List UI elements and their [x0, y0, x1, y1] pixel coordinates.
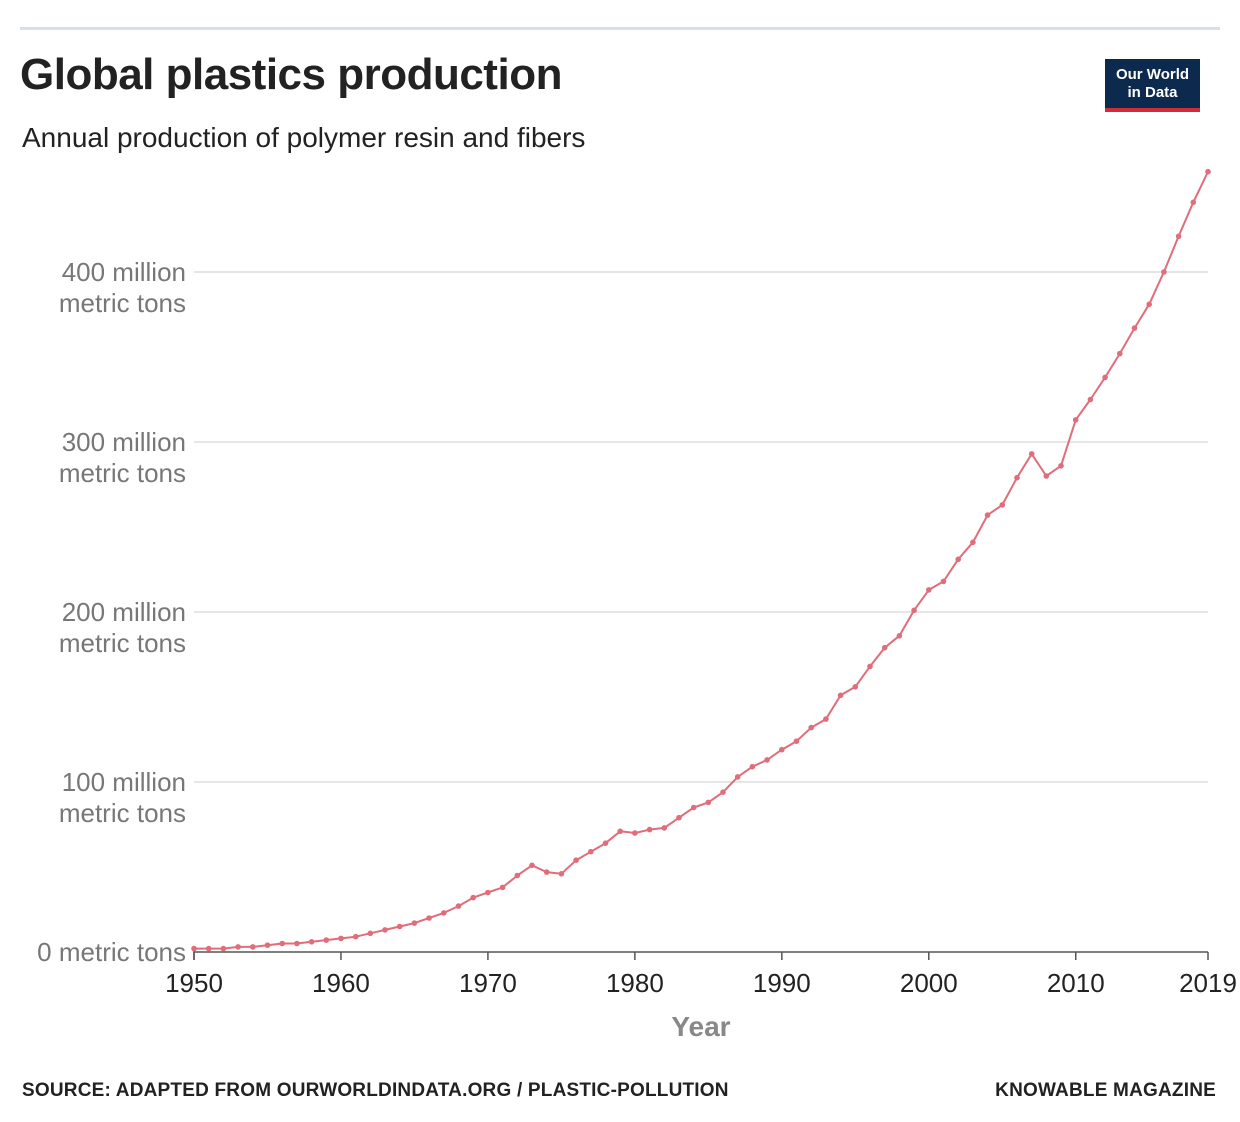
data-point: [676, 814, 682, 821]
data-point: [1058, 463, 1064, 469]
data-point: [646, 826, 653, 833]
x-tick-label: 1990: [753, 968, 811, 998]
x-axis-title: Year: [671, 1011, 730, 1042]
data-point: [1087, 396, 1094, 403]
data-point: [1028, 451, 1035, 457]
data-point: [499, 884, 506, 891]
data-point: [823, 716, 829, 722]
x-tick-label: 1970: [459, 968, 517, 998]
data-point: [1102, 374, 1108, 381]
logo-line-2: in Data: [1127, 84, 1178, 101]
data-point: [529, 862, 535, 869]
data-point: [837, 692, 844, 699]
data-point: [588, 848, 594, 855]
publisher-credit: KNOWABLE MAGAZINE: [995, 1080, 1216, 1101]
logo-accent-bar: [1105, 108, 1200, 112]
data-point: [867, 663, 873, 670]
data-point: [485, 889, 491, 896]
data-point: [632, 830, 638, 836]
data-point: [705, 799, 712, 806]
x-tick-label: 1980: [606, 968, 664, 998]
data-point: [191, 945, 197, 952]
data-point: [661, 825, 668, 831]
data-point: [470, 894, 477, 901]
data-point: [573, 857, 579, 863]
data-point: [426, 915, 432, 921]
data-point: [411, 920, 418, 926]
data-point: [1043, 473, 1050, 479]
chart-title: Global plastics production: [20, 50, 562, 99]
our-world-in-data-logo[interactable]: Our World in Data: [1105, 59, 1200, 112]
data-point: [852, 684, 859, 690]
data-point: [338, 935, 344, 942]
data-point: [382, 927, 388, 933]
y-tick-label: metric tons: [59, 458, 186, 488]
data-point: [543, 869, 550, 875]
x-tick-label: 1950: [165, 968, 223, 998]
chart-subtitle: Annual production of polymer resin and f…: [22, 122, 586, 153]
x-tick-label: 2010: [1047, 968, 1105, 998]
data-point: [940, 578, 947, 585]
data-point: [720, 789, 726, 795]
y-tick-label: 100 million: [62, 767, 186, 797]
x-tick-label: 1960: [312, 968, 370, 998]
y-tick-label: metric tons: [59, 288, 186, 318]
data-point: [1161, 269, 1167, 275]
data-point: [294, 940, 300, 947]
data-point: [396, 923, 403, 930]
y-tick-label: metric tons: [59, 798, 186, 828]
data-point: [514, 872, 521, 879]
data-point: [1131, 325, 1138, 331]
series-line: [194, 171, 1209, 950]
y-tick-label: 300 million: [62, 427, 186, 457]
data-point: [441, 910, 447, 916]
data-point: [1117, 350, 1123, 357]
data-point: [690, 804, 697, 811]
data-point: [926, 587, 932, 593]
data-point: [352, 933, 359, 940]
data-point: [808, 724, 814, 731]
data-point: [279, 940, 286, 947]
data-point: [1146, 301, 1152, 308]
data-point: [1205, 168, 1211, 175]
data-point: [793, 738, 800, 744]
data-point: [955, 556, 961, 563]
data-point: [896, 633, 903, 639]
data-point: [323, 937, 330, 943]
data-point: [455, 903, 462, 909]
data-point: [970, 539, 976, 546]
source-note: SOURCE: ADAPTED FROM OURWORLDINDATA.ORG …: [22, 1080, 729, 1101]
data-point: [220, 945, 227, 952]
data-point: [308, 939, 315, 945]
data-point: [558, 871, 565, 877]
data-point: [250, 944, 256, 950]
data-point: [734, 774, 741, 780]
y-tick-label: 0 metric tons: [37, 937, 186, 967]
x-tick-label: 2000: [900, 968, 958, 998]
y-tick-label: metric tons: [59, 628, 186, 658]
y-tick-label: 400 million: [62, 257, 186, 287]
data-point: [235, 944, 241, 950]
data-point: [779, 746, 785, 753]
data-point: [1014, 474, 1020, 481]
data-point: [1072, 417, 1079, 423]
data-point: [999, 502, 1006, 508]
data-point: [367, 930, 374, 937]
data-point: [749, 763, 756, 770]
y-tick-label: 200 million: [62, 597, 186, 627]
data-point: [205, 945, 212, 952]
x-tick-label: 2019: [1179, 968, 1237, 998]
data-point: [602, 840, 609, 846]
data-point: [1190, 199, 1197, 206]
data-point: [881, 644, 888, 651]
data-point: [764, 757, 770, 763]
data-point: [617, 828, 623, 835]
data-point: [911, 607, 917, 614]
data-point: [264, 942, 271, 948]
data-point: [984, 512, 991, 518]
logo-line-1: Our World: [1115, 66, 1190, 83]
data-point: [1175, 233, 1182, 240]
top-rule: [20, 27, 1220, 30]
